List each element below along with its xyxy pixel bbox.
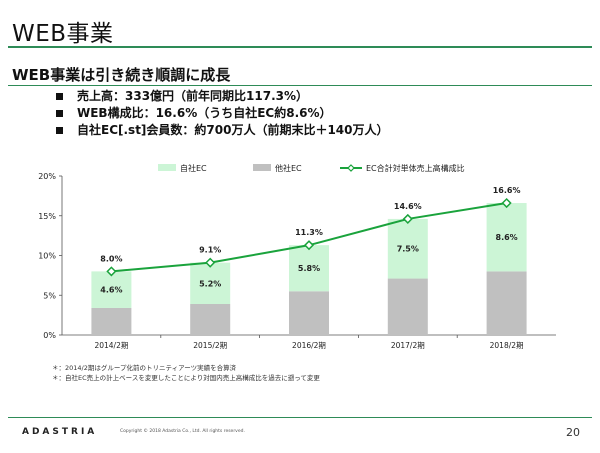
- line-data-label: 8.0%: [100, 254, 122, 263]
- bar-data-label: 5.2%: [199, 279, 221, 288]
- bar-other-ec: [91, 307, 132, 335]
- legend-swatch-other-ec: [253, 164, 271, 171]
- footnote: ＊：2014/2期はグループ化前のトリニティアーツ実績を合算済: [52, 364, 237, 372]
- slide-title: WEB事業: [12, 21, 114, 47]
- x-tick-label: 2018/2期: [490, 341, 524, 350]
- line-point: [106, 266, 117, 277]
- bar-data-label: 8.6%: [496, 233, 518, 242]
- web-sales-chart: 0% 5% 10% 15% 20% 2014/2期 2015/2期 2016/2期 2017/2…: [38, 163, 556, 350]
- bar-own-ec: [91, 271, 132, 308]
- y-tick-label: 15%: [38, 212, 56, 221]
- bullet-item: 自社EC[.st]会員数：約700万人（前期末比＋140万人）: [56, 122, 389, 139]
- bullet-text: 売上高：333億円（前年同期比117.3%）: [77, 89, 309, 103]
- y-tick-label: 5%: [43, 291, 56, 300]
- legend-marker-line: [347, 164, 355, 172]
- legend-label-line: EC合計対単体売上高構成比: [366, 163, 465, 173]
- line-data-label: 16.6%: [493, 186, 521, 195]
- x-tick-label: 2016/2期: [292, 341, 326, 350]
- y-tick-label: 0%: [43, 331, 56, 340]
- bar-other-ec: [486, 271, 527, 335]
- bar-own-ec: [387, 218, 428, 279]
- legend-swatch-own-ec: [158, 164, 176, 171]
- bullet-square-icon: [56, 110, 63, 117]
- y-tick-label: 20%: [38, 172, 56, 181]
- footer-divider: [8, 417, 592, 418]
- bar-data-label: 5.8%: [298, 264, 320, 273]
- line-data-label: 11.3%: [295, 228, 323, 237]
- y-tick-label: 10%: [38, 252, 56, 261]
- bar-other-ec: [190, 303, 231, 335]
- bar-other-ec: [387, 278, 428, 335]
- subtitle-divider: [8, 85, 592, 86]
- bar-data-label: 4.6%: [100, 286, 122, 295]
- bullet-text: WEB構成比：16.6%（うち自社EC約8.6%）: [77, 106, 332, 120]
- legend-label-other-ec: 他社EC: [275, 163, 302, 173]
- x-tick-label: 2014/2期: [94, 341, 128, 350]
- line-point: [205, 257, 216, 268]
- copyright-text: Copyright © 2018 Adastria Co., Ltd. All …: [120, 429, 245, 434]
- bullet-item: WEB構成比：16.6%（うち自社EC約8.6%）: [56, 105, 389, 122]
- bar-other-ec: [289, 291, 329, 335]
- x-tick-label: 2015/2期: [193, 341, 227, 350]
- bullet-list: 売上高：333億円（前年同期比117.3%） WEB構成比：16.6%（うち自社…: [56, 88, 389, 139]
- bar-own-ec: [190, 262, 231, 304]
- bar-data-label: 7.5%: [397, 245, 419, 254]
- slide-subtitle: WEB事業は引き続き順調に成長: [12, 66, 231, 84]
- bullet-square-icon: [56, 127, 63, 134]
- bullet-square-icon: [56, 93, 63, 100]
- x-tick-label: 2017/2期: [391, 341, 425, 350]
- bar-own-ec: [486, 203, 527, 272]
- legend-label-own-ec: 自社EC: [180, 163, 207, 173]
- bullet-item: 売上高：333億円（前年同期比117.3%）: [56, 88, 389, 105]
- line-point: [501, 197, 512, 209]
- line-data-label: 14.6%: [394, 202, 422, 211]
- line-point: [402, 213, 413, 224]
- bullet-text: 自社EC[.st]会員数：約700万人（前期末比＋140万人）: [77, 123, 389, 137]
- line-point: [303, 240, 315, 251]
- line-data-label: 9.1%: [199, 246, 221, 255]
- page-number: 20: [566, 426, 580, 439]
- bar-own-ec: [289, 245, 329, 292]
- title-divider: [8, 46, 592, 48]
- company-logo: ADASTRIA: [22, 427, 98, 437]
- footnotes: ＊：2014/2期はグループ化前のトリニティアーツ実績を合算済 ＊：自社EC売上…: [52, 363, 320, 383]
- footnote: ＊：自社EC売上の計上ベースを変更したことにより対国内売上高構成比を過去に遡って…: [52, 374, 320, 382]
